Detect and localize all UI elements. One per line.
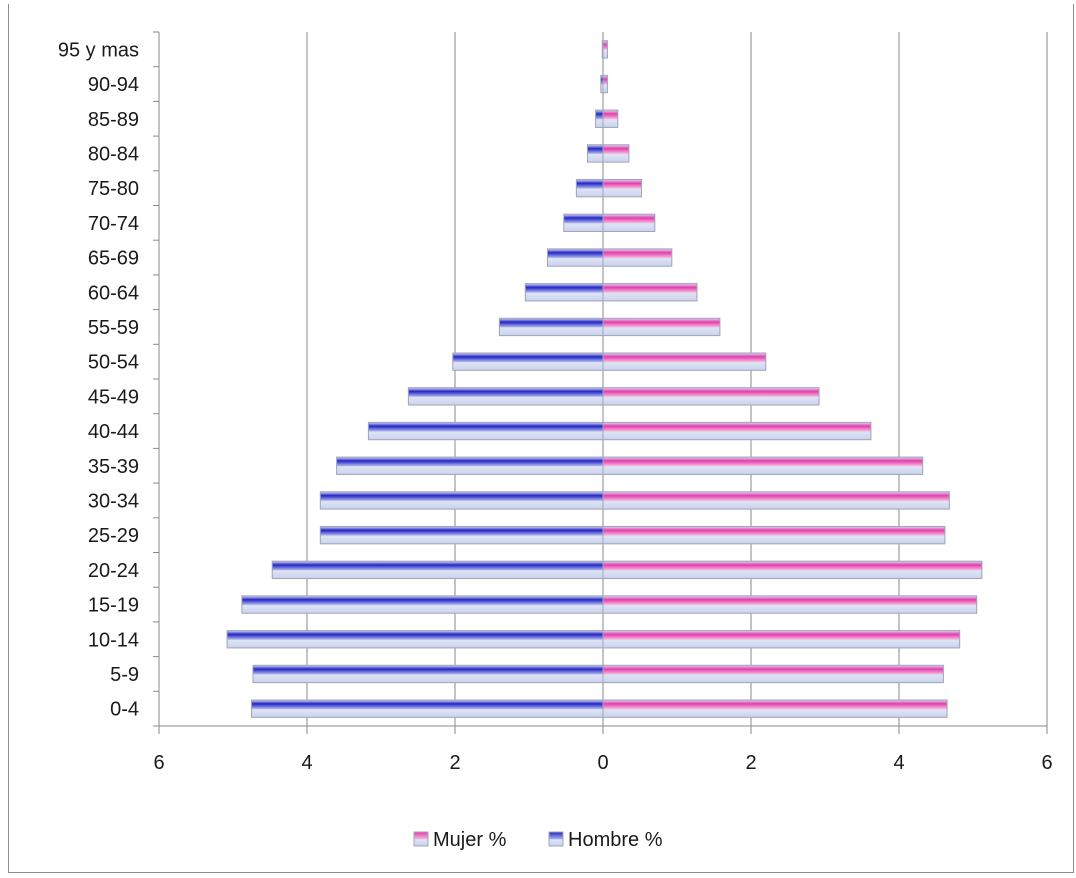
y-tick-label: 50-54 — [88, 352, 139, 374]
y-tick-label: 20-24 — [88, 560, 139, 582]
bar-mujer-20-24 — [602, 560, 983, 580]
bar-hombre-40-44 — [367, 421, 604, 441]
bar-hombre-50-54 — [452, 352, 604, 371]
bar-mujer-55-59 — [602, 317, 721, 337]
bar-mujer-30-34 — [602, 491, 950, 510]
bar-mujer-10-14 — [602, 630, 961, 649]
bar-mujer-60-64 — [602, 283, 698, 302]
y-tick-label: 75-80 — [88, 178, 139, 200]
bar-hombre-25-29 — [319, 525, 604, 545]
y-tick-label: 10-14 — [88, 629, 139, 651]
x-tick-label: 4 — [301, 752, 312, 774]
bar-mujer-90-94 — [602, 74, 608, 94]
y-tick-label: 60-64 — [88, 282, 139, 304]
bar-mujer-5-9 — [602, 664, 944, 684]
bar-mujer-50-54 — [602, 352, 767, 371]
population-pyramid-chart: 0-4 5-9 10-14 15-19 20-24 25-29 30-34 35-39 40-4… — [58, 31, 1053, 851]
bar-hombre-65-69 — [547, 248, 604, 267]
bar-mujer-85-89 — [602, 109, 619, 128]
x-axis-labels: 6 4 2 0 2 4 6 — [153, 752, 1052, 774]
y-tick-label: 5-9 — [110, 664, 139, 686]
bar-hombre-90-94 — [600, 74, 604, 94]
y-tick-label: 25-29 — [88, 525, 139, 547]
bar-hombre-30-34 — [319, 491, 604, 510]
chart-area: 0-4 5-9 10-14 15-19 20-24 25-29 30-34 35-39 40-4… — [8, 4, 1074, 873]
bar-hombre-70-74 — [563, 213, 604, 233]
y-tick-label: 45-49 — [88, 386, 139, 408]
y-tick-label: 35-39 — [88, 456, 139, 478]
y-tick-label: 30-34 — [88, 490, 139, 512]
x-tick-label: 6 — [1041, 752, 1052, 774]
bar-mujer-95-y-mas — [602, 40, 608, 59]
bar-hombre-15-19 — [241, 595, 604, 614]
x-tick-label: 6 — [153, 752, 164, 774]
y-tick-label: 15-19 — [88, 595, 139, 617]
bar-hombre-20-24 — [271, 560, 604, 580]
bar-hombre-55-59 — [498, 317, 604, 337]
bar-mujer-70-74 — [602, 213, 656, 233]
y-tick-label: 95 y mas — [58, 39, 139, 61]
bars — [226, 40, 983, 718]
bar-hombre-85-89 — [595, 109, 604, 128]
bar-hombre-95-y-mas — [601, 40, 604, 59]
bar-mujer-65-69 — [602, 248, 673, 267]
bar-hombre-0-4 — [251, 699, 604, 718]
bar-mujer-45-49 — [602, 387, 820, 406]
bar-mujer-0-4 — [602, 699, 948, 718]
y-tick-label: 90-94 — [88, 74, 139, 96]
bar-mujer-80-84 — [602, 144, 630, 163]
gridlines — [306, 32, 1048, 726]
legend-item-mujer-swatch — [413, 831, 429, 847]
bar-hombre-5-9 — [252, 664, 604, 684]
bar-hombre-35-39 — [336, 456, 604, 475]
y-tick-label: 40-44 — [88, 421, 139, 443]
bar-hombre-80-84 — [586, 144, 604, 163]
x-tick-label: 2 — [745, 752, 756, 774]
legend-item-mujer-label: Mujer % — [433, 829, 507, 851]
y-tick-label: 0-4 — [110, 699, 139, 721]
y-tick-label: 55-59 — [88, 317, 139, 339]
x-tick-label: 2 — [449, 752, 460, 774]
legend-item-hombre-label: Hombre % — [568, 829, 663, 851]
legend: Mujer % Hombre % — [413, 829, 663, 851]
bar-hombre-75-80 — [575, 178, 604, 198]
bar-mujer-35-39 — [602, 456, 924, 475]
y-tick-label: 85-89 — [88, 109, 139, 131]
bar-mujer-25-29 — [602, 525, 946, 545]
bar-mujer-15-19 — [602, 595, 978, 614]
x-tick-label: 0 — [597, 752, 608, 774]
bar-mujer-40-44 — [602, 421, 872, 441]
bar-hombre-45-49 — [407, 387, 604, 406]
bar-mujer-75-80 — [602, 178, 642, 198]
y-tick-label: 70-74 — [88, 213, 139, 235]
legend-item-hombre-swatch — [548, 831, 564, 847]
y-axis-labels: 0-4 5-9 10-14 15-19 20-24 25-29 30-34 35-39 40-4… — [58, 39, 139, 720]
bar-hombre-60-64 — [524, 283, 604, 302]
axes — [153, 31, 1048, 734]
y-tick-label: 65-69 — [88, 248, 139, 270]
y-tick-label: 80-84 — [88, 143, 139, 165]
bar-hombre-10-14 — [226, 630, 604, 649]
x-tick-label: 4 — [893, 752, 904, 774]
